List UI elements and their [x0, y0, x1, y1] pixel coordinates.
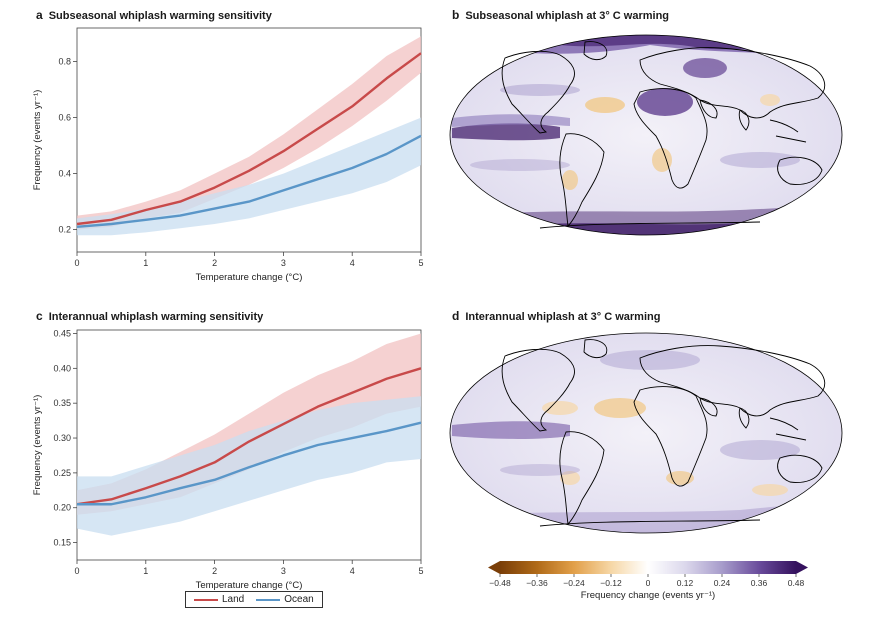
globe-b-coastlines — [501, 41, 826, 229]
x-tick-label: 0 — [74, 566, 79, 576]
colorbar-tick-label: −0.12 — [600, 578, 622, 588]
colorbar-max-arrow — [796, 561, 808, 574]
y-axis-title: Frequency (events yr⁻¹) — [32, 395, 43, 496]
y-tick-label: 0.25 — [53, 468, 71, 478]
x-tick-label: 3 — [281, 258, 286, 268]
panel-d-title: d Interannual whiplash at 3° C warming — [452, 309, 660, 323]
y-tick-label: 0.40 — [53, 363, 71, 373]
colorbar-tick-label: 0.36 — [751, 578, 768, 588]
x-tick-label: 5 — [418, 566, 423, 576]
panel-b-title-text: Subseasonal whiplash at 3° C warming — [465, 10, 670, 22]
y-tick-label: 0.6 — [58, 113, 71, 123]
y-tick-label: 0.2 — [58, 225, 71, 235]
panel-d-title-text: Interannual whiplash at 3° C warming — [465, 311, 661, 323]
y-tick-label: 0.30 — [53, 433, 71, 443]
globe-b-border — [449, 34, 843, 236]
y-tick-label: 0.15 — [53, 538, 71, 548]
y-tick-label: 0.20 — [53, 503, 71, 513]
chart-c: 0 1 2 3 4 5 0.15 0.20 0.25 0.30 0.35 0.40 0.45 Temper… — [32, 328, 424, 591]
colorbar-tick-label: −0.24 — [563, 578, 585, 588]
colorbar-tick-label: 0.24 — [714, 578, 731, 588]
y-tick-label: 0.35 — [53, 398, 71, 408]
panel-a-title: a Subseasonal whiplash warming sensitivit… — [36, 8, 272, 22]
panel-d-letter: d — [452, 309, 460, 323]
series-line-ocean — [76, 134, 422, 228]
panel-b-letter: b — [452, 8, 460, 22]
band-ocean — [77, 396, 421, 536]
globe-d-coastlines — [501, 339, 826, 527]
x-axis-title: Temperature change (°C) — [196, 272, 303, 283]
x-tick-label: 3 — [281, 566, 286, 576]
colorbar-label: Frequency change (events yr⁻¹) — [581, 590, 715, 601]
colorbar-tick-label: 0.12 — [677, 578, 694, 588]
x-axis-title: Temperature change (°C) — [196, 580, 303, 591]
panel-a-title-text: Subseasonal whiplash warming sensitivity — [48, 10, 272, 22]
x-tick-label: 5 — [418, 258, 423, 268]
chart-a: 0 1 2 3 4 5 0.2 0.4 0.6 0.8 Temperature change (°C… — [32, 27, 424, 283]
series-line-ocean — [77, 421, 422, 506]
globe-d-border — [449, 332, 843, 534]
x-tick-label: 4 — [350, 566, 355, 576]
panel-a-letter: a — [36, 8, 43, 22]
globe-d-background — [450, 333, 842, 533]
legend-label-land: Land — [222, 594, 245, 605]
panel-c-title-text: Interannual whiplash warming sensitivity — [48, 311, 264, 323]
series-line-land — [76, 367, 422, 506]
legend: Land Ocean — [185, 591, 323, 608]
colorbar: −0.48 −0.36 −0.24 −0.12 0 0.12 0.24 0.36 0.48 Fre… — [488, 561, 808, 601]
x-tick-label: 1 — [143, 566, 148, 576]
x-tick-label: 2 — [212, 258, 217, 268]
panel-b-title: b Subseasonal whiplash at 3° C warming — [452, 8, 669, 22]
y-tick-label: 0.4 — [58, 169, 71, 179]
legend-item-land: Land — [194, 594, 244, 605]
legend-label-ocean: Ocean — [284, 594, 314, 605]
series-line-land — [76, 52, 422, 226]
legend-swatch-ocean — [256, 598, 281, 601]
x-tick-label: 2 — [212, 566, 217, 576]
x-tick-label: 4 — [350, 258, 355, 268]
y-tick-label: 0.45 — [53, 328, 71, 338]
colorbar-tick-label: −0.36 — [526, 578, 548, 588]
panel-c-title: c Interannual whiplash warming sensitivit… — [36, 309, 263, 323]
x-tick-label: 1 — [143, 258, 148, 268]
colorbar-tick-label: −0.48 — [489, 578, 511, 588]
colorbar-ramp — [500, 561, 796, 574]
panel-c-letter: c — [36, 309, 43, 323]
y-tick-label: 0.8 — [58, 57, 71, 67]
colorbar-tick-label: 0.48 — [788, 578, 805, 588]
x-tick-label: 0 — [74, 258, 79, 268]
map-b-subseasonal — [449, 34, 843, 236]
y-axis-title: Frequency (events yr⁻¹) — [32, 90, 43, 191]
colorbar-min-arrow — [488, 561, 500, 574]
legend-swatch-land — [194, 598, 218, 601]
legend-item-ocean: Ocean — [256, 594, 314, 605]
map-d-interannual — [449, 332, 843, 534]
colorbar-tick-label: 0 — [646, 578, 651, 588]
